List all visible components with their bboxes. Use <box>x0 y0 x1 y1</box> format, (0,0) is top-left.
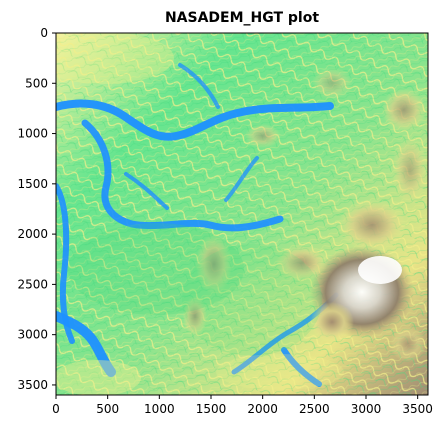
y-tick-label: 2000 <box>17 227 48 241</box>
y-tick-label: 3000 <box>17 328 48 342</box>
y-tick-label: 3500 <box>17 378 48 392</box>
y-tick-label: 0 <box>40 26 48 40</box>
x-tick-label: 2000 <box>247 402 278 416</box>
x-tick-label: 500 <box>96 402 119 416</box>
chart-title: NASADEM_HGT plot <box>165 10 319 26</box>
highland-features <box>183 67 428 362</box>
x-tick-label: 0 <box>52 402 60 416</box>
y-tick-label: 2500 <box>17 277 48 291</box>
x-tick-label: 3000 <box>351 402 382 416</box>
x-tick-label: 1000 <box>144 402 175 416</box>
y-tick-label: 1000 <box>17 127 48 141</box>
lowland-overlays <box>56 33 344 395</box>
y-axis: 0 500 1000 1500 2000 2500 3000 3500 <box>17 26 56 392</box>
x-tick-label: 2500 <box>299 402 330 416</box>
y-tick-label: 500 <box>25 76 48 90</box>
x-tick-label: 3500 <box>402 402 433 416</box>
y-tick-label: 1500 <box>17 177 48 191</box>
x-tick-label: 1500 <box>196 402 227 416</box>
plot-area <box>55 32 429 396</box>
plot-frame <box>55 32 429 396</box>
x-axis: 0 500 1000 1500 2000 2500 3000 3500 <box>52 395 433 416</box>
